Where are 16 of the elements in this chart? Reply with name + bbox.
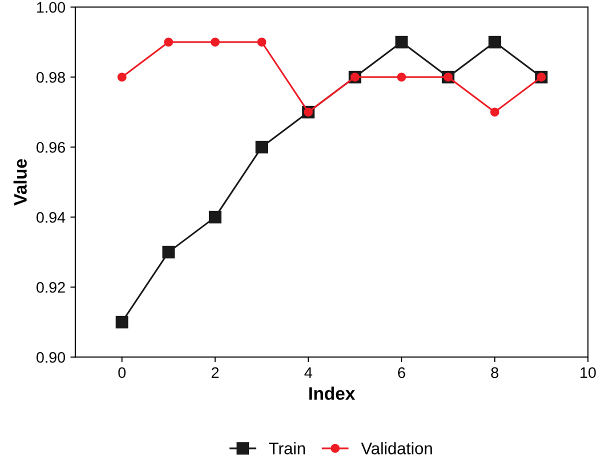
x-tick-label: 0 xyxy=(118,367,126,378)
x-tick-label: 6 xyxy=(398,367,406,378)
x-tick-label: 10 xyxy=(580,367,596,378)
y-tick-label: 0.90 xyxy=(36,352,66,363)
y-tick-label: 0.96 xyxy=(36,142,65,153)
y-axis-title: Value xyxy=(14,159,27,206)
y-tick-label: 0.98 xyxy=(36,72,65,83)
y-tick-label: 0.92 xyxy=(36,282,65,293)
x-axis-title: Index xyxy=(309,386,356,400)
x-tick-label: 4 xyxy=(304,367,312,378)
legend-label: Validation xyxy=(361,442,432,454)
legend-label: Train xyxy=(269,442,305,454)
y-tick-label: 1.00 xyxy=(37,2,66,13)
x-tick-label: 2 xyxy=(212,367,219,378)
x-tick-label: 8 xyxy=(491,367,498,378)
y-tick-label: 0.94 xyxy=(36,212,66,223)
